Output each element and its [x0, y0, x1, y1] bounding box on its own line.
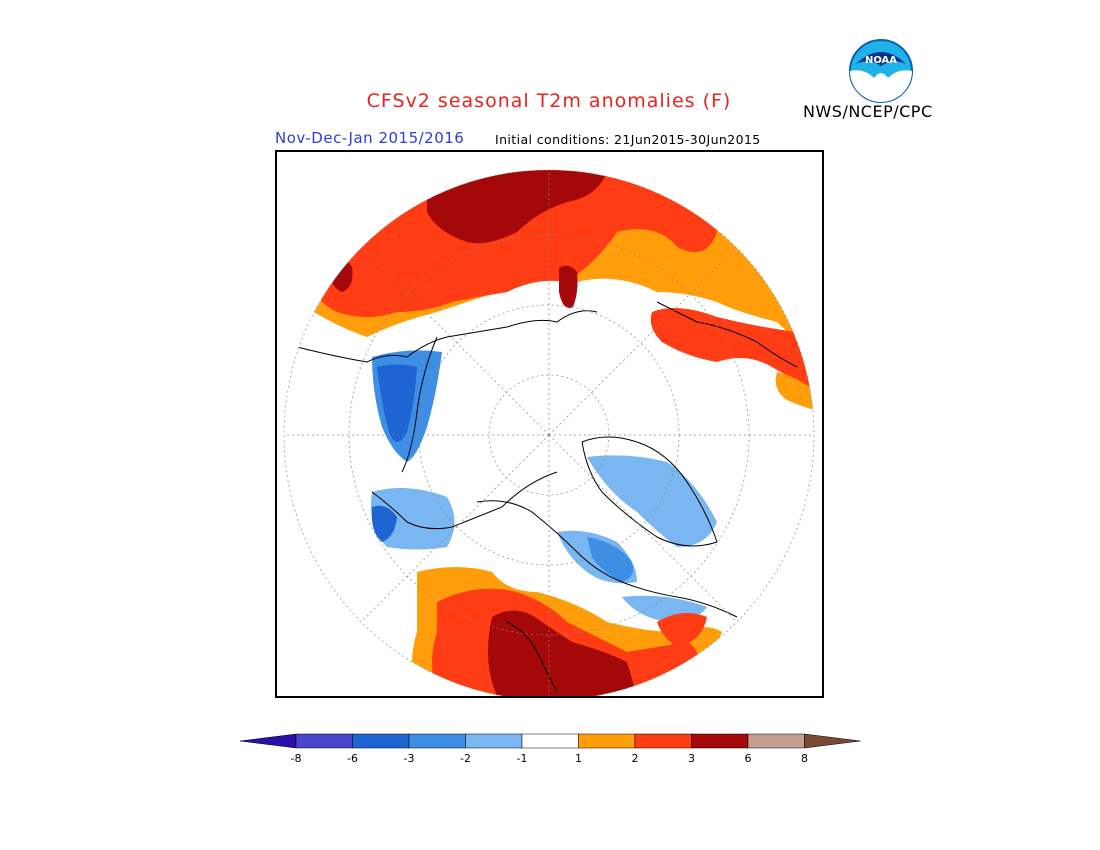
- legend-bin-1: [295, 733, 353, 749]
- warm2-region-se: [657, 613, 707, 647]
- legend-bin-4: [465, 733, 523, 749]
- map-frame: [275, 150, 824, 698]
- cold2-region-alaska: [371, 505, 397, 542]
- cold1-region-canada: [587, 537, 634, 582]
- legend-bin-0: [239, 733, 297, 749]
- polar-map: [283, 169, 815, 696]
- legend-bin-2: [352, 733, 410, 749]
- legend-tick-label: 6: [744, 752, 752, 765]
- coastlines: [296, 301, 798, 693]
- legend-bin-5: [521, 733, 579, 749]
- legend-bin-3: [408, 733, 466, 749]
- warm2-region-right: [650, 308, 814, 392]
- legend-tick-label: -3: [403, 752, 415, 765]
- legend-bin-9: [747, 733, 805, 749]
- legend-bin-8: [691, 733, 749, 749]
- graticule: [284, 170, 814, 696]
- legend-tick-label: -2: [460, 752, 471, 765]
- warm1-region-right: [775, 372, 814, 412]
- initial-conditions: Initial conditions: 21Jun2015-30Jun2015: [495, 132, 761, 147]
- forecast-period: Nov-Dec-Jan 2015/2016: [275, 129, 465, 147]
- legend-bin-7: [634, 733, 692, 749]
- cold2-region-left: [377, 364, 417, 442]
- legend-tick-label: -6: [347, 752, 358, 765]
- noaa-logo-text: NOAA: [865, 55, 897, 66]
- cold1-region-alaska: [371, 488, 455, 550]
- noaa-logo: NOAA: [849, 39, 913, 103]
- legend-bin-10: [804, 733, 861, 749]
- agency-label: NWS/NCEP/CPC: [803, 102, 933, 121]
- legend-tick-label: -1: [516, 752, 528, 765]
- legend-bin-6: [578, 733, 636, 749]
- chart-title: CFSv2 seasonal T2m anomalies (F): [366, 90, 732, 112]
- legend-tick-label: 1: [575, 752, 582, 765]
- warm3-region-south: [488, 610, 637, 696]
- legend-tick-label: 3: [688, 752, 695, 765]
- warm3-region-small: [559, 265, 578, 308]
- legend-tick-label: 8: [801, 752, 808, 765]
- legend-tick-label: 2: [631, 752, 639, 765]
- legend-tick-label: -8: [290, 752, 302, 765]
